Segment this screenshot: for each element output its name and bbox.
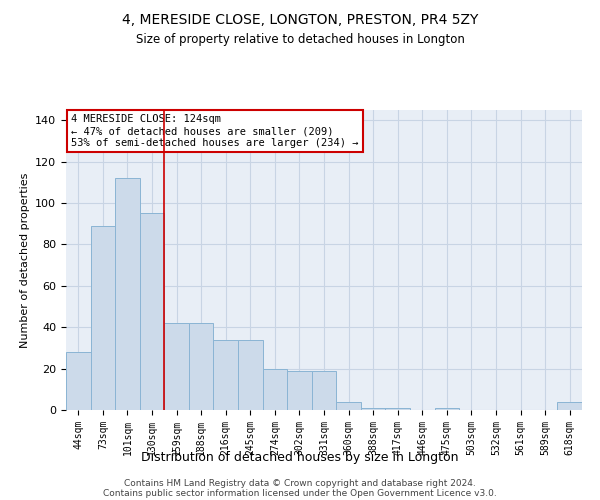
Bar — [189, 323, 214, 410]
Bar — [66, 352, 91, 410]
Bar — [385, 408, 410, 410]
Bar — [336, 402, 361, 410]
Bar — [115, 178, 140, 410]
Bar — [238, 340, 263, 410]
Text: 4 MERESIDE CLOSE: 124sqm
← 47% of detached houses are smaller (209)
53% of semi-: 4 MERESIDE CLOSE: 124sqm ← 47% of detach… — [71, 114, 359, 148]
Bar — [91, 226, 115, 410]
Bar — [263, 368, 287, 410]
Text: 4, MERESIDE CLOSE, LONGTON, PRESTON, PR4 5ZY: 4, MERESIDE CLOSE, LONGTON, PRESTON, PR4… — [122, 12, 478, 26]
Bar — [287, 370, 312, 410]
Bar — [361, 408, 385, 410]
Text: Contains HM Land Registry data © Crown copyright and database right 2024.: Contains HM Land Registry data © Crown c… — [124, 478, 476, 488]
Bar — [140, 214, 164, 410]
Bar — [164, 323, 189, 410]
Text: Contains public sector information licensed under the Open Government Licence v3: Contains public sector information licen… — [103, 488, 497, 498]
Bar — [214, 340, 238, 410]
Text: Size of property relative to detached houses in Longton: Size of property relative to detached ho… — [136, 32, 464, 46]
Bar — [434, 408, 459, 410]
Bar — [312, 370, 336, 410]
Y-axis label: Number of detached properties: Number of detached properties — [20, 172, 29, 348]
Text: Distribution of detached houses by size in Longton: Distribution of detached houses by size … — [141, 451, 459, 464]
Bar — [557, 402, 582, 410]
